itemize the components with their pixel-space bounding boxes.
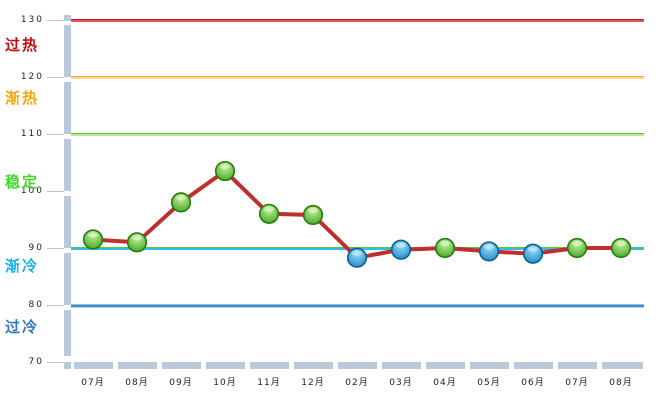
x-axis-label: 08月 — [609, 378, 633, 388]
x-axis-label: 07月 — [81, 378, 105, 388]
marker-highlight — [483, 244, 495, 250]
marker-highlight — [307, 207, 319, 214]
zone-label: 过热 — [5, 36, 40, 55]
x-axis-label: 04月 — [433, 378, 457, 388]
marker-highlight — [395, 242, 407, 248]
y-axis-tick-label: 130 — [20, 15, 44, 25]
x-axis-bar-segment — [426, 362, 465, 369]
data-point-marker[interactable] — [126, 232, 148, 253]
x-axis-label: 07月 — [565, 378, 589, 388]
y-axis-tick — [47, 362, 64, 363]
y-axis-bar-segment — [64, 82, 71, 134]
x-axis-bar-segment — [338, 362, 377, 369]
x-axis-bar-segment — [470, 362, 509, 369]
y-axis-tick-label: 110 — [20, 129, 44, 139]
x-axis-bar-segment — [250, 362, 289, 369]
reference-line-80 — [71, 304, 644, 308]
data-point-marker[interactable] — [390, 239, 412, 260]
axis-corner — [64, 362, 71, 369]
data-point-marker[interactable] — [434, 237, 456, 259]
reference-line-130 — [71, 19, 644, 22]
data-point-marker[interactable] — [610, 237, 632, 259]
reference-line-110 — [71, 133, 644, 136]
y-axis-tick — [47, 134, 64, 135]
y-axis-tick — [47, 20, 64, 21]
data-point-marker[interactable] — [566, 237, 588, 259]
zone-label: 渐冷 — [5, 257, 40, 276]
x-axis-bar-segment — [294, 362, 333, 369]
x-axis-label: 05月 — [477, 378, 501, 388]
y-axis-tick — [47, 248, 64, 249]
x-axis-label: 08月 — [125, 378, 149, 388]
series-line — [91, 169, 623, 260]
y-axis-tick — [47, 77, 64, 78]
zone-label: 稳定 — [5, 173, 40, 192]
data-point-marker[interactable] — [302, 204, 324, 226]
zone-label: 渐热 — [5, 89, 40, 108]
data-point-marker[interactable] — [478, 241, 500, 262]
marker-highlight — [351, 250, 363, 256]
x-axis-bar-segment — [162, 362, 201, 369]
data-point-marker[interactable] — [170, 192, 192, 213]
y-axis-bar-segment — [64, 253, 71, 305]
marker-highlight — [131, 235, 143, 241]
x-axis-label: 12月 — [301, 378, 325, 388]
y-axis-bar-segment — [64, 139, 71, 191]
reference-line-120 — [71, 76, 644, 79]
marker-highlight — [175, 195, 187, 201]
y-axis-bar-segment — [64, 310, 71, 356]
x-axis-label: 10月 — [213, 378, 237, 388]
data-point-marker[interactable] — [346, 247, 368, 268]
y-axis-tick-label: 70 — [28, 357, 44, 367]
x-axis-bar-segment — [206, 362, 245, 369]
data-point-marker[interactable] — [258, 203, 280, 224]
marker-highlight — [87, 232, 99, 238]
x-axis-bar-segment — [602, 362, 643, 369]
x-axis-label: 11月 — [257, 378, 281, 388]
data-point-marker[interactable] — [522, 243, 544, 264]
x-axis-bar-segment — [118, 362, 157, 369]
marker-highlight — [527, 246, 539, 252]
x-axis-bar-segment — [74, 362, 113, 369]
x-axis-bar-segment — [558, 362, 597, 369]
marker-highlight — [571, 240, 583, 247]
x-axis-label: 03月 — [389, 378, 413, 388]
data-point-marker[interactable] — [214, 160, 236, 182]
x-axis-label: 06月 — [521, 378, 545, 388]
y-axis-tick-label: 80 — [28, 300, 44, 310]
y-axis-tick-label: 120 — [20, 72, 44, 82]
y-axis-bar-segment — [64, 15, 71, 21]
x-axis-label: 09月 — [169, 378, 193, 388]
y-axis-tick-label: 100 — [20, 186, 44, 196]
zone-label: 过冷 — [5, 317, 40, 336]
marker-highlight — [263, 206, 275, 212]
marker-highlight — [219, 163, 231, 170]
y-axis-bar-segment — [64, 196, 71, 248]
marker-highlight — [615, 240, 627, 247]
y-axis-tick-label: 90 — [28, 243, 44, 253]
x-axis-bar-segment — [514, 362, 553, 369]
y-axis-bar-segment — [64, 25, 71, 77]
y-axis-tick — [47, 191, 64, 192]
x-axis-label: 02月 — [345, 378, 369, 388]
x-axis-bar-segment — [382, 362, 421, 369]
marker-highlight — [439, 240, 451, 247]
data-point-marker[interactable] — [82, 229, 104, 250]
y-axis-tick — [47, 305, 64, 306]
